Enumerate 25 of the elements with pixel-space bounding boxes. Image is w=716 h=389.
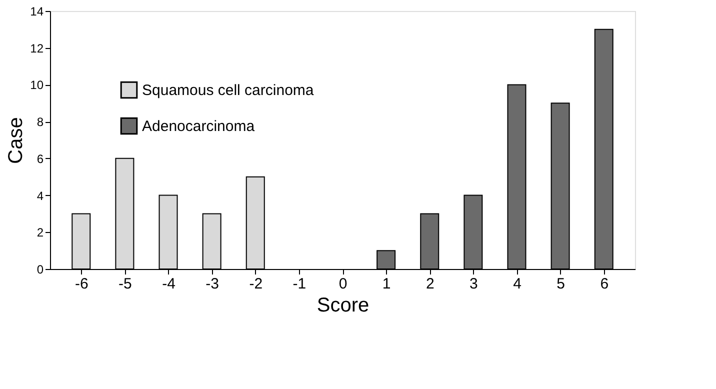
y-tick-label: 4 <box>36 188 44 203</box>
y-tick-label: 0 <box>36 262 44 276</box>
y-tick-label: 14 <box>30 4 44 18</box>
y-tick-label: 10 <box>30 78 44 92</box>
x-tick-label: -4 <box>162 276 176 292</box>
y-axis-title: Case <box>5 117 28 164</box>
x-tick-label: 2 <box>426 276 434 292</box>
y-tick-label: 8 <box>36 115 44 130</box>
x-tick-label: -6 <box>74 276 88 292</box>
x-tick-label: 1 <box>382 276 391 292</box>
x-tick-label: -3 <box>206 276 219 292</box>
x-tick-label: -1 <box>292 276 306 292</box>
legend-label: Squamous cell carcinoma <box>142 82 314 99</box>
x-tick-label: 6 <box>600 276 609 292</box>
x-tick-label: 0 <box>338 276 348 292</box>
x-tick-label: 4 <box>513 276 522 292</box>
legend-label: Adenocarcinoma <box>142 118 256 135</box>
x-tick-label: 5 <box>556 276 565 292</box>
x-axis-title: Score <box>316 294 370 316</box>
x-tick-label: 3 <box>470 276 478 292</box>
y-tick-label: 12 <box>30 41 44 56</box>
x-tick-label: -5 <box>118 276 132 292</box>
x-tick-label: -2 <box>249 276 263 292</box>
y-tick-label: 2 <box>36 226 44 240</box>
y-tick-label: 6 <box>36 152 44 166</box>
